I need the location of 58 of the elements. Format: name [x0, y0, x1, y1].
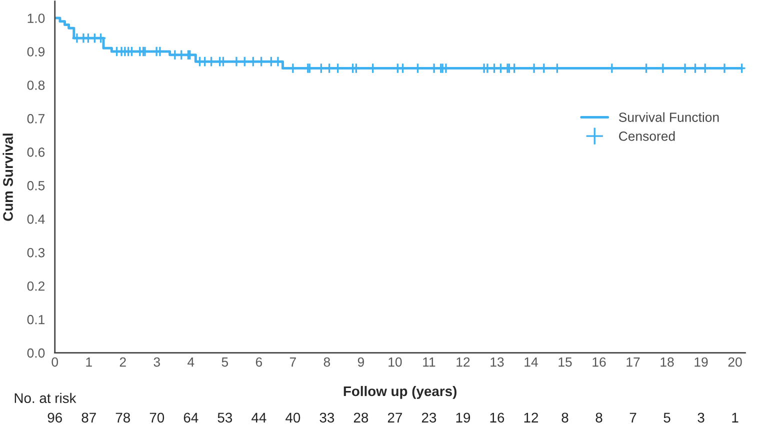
text: 19 — [456, 412, 470, 423]
x-tick-label: 17 — [626, 357, 640, 367]
x-tick-label: 10 — [388, 357, 402, 367]
text: 78 — [116, 412, 130, 423]
text: 53 — [218, 412, 232, 423]
y-tick-label: 0.5 — [27, 181, 45, 190]
y-tick-label: 0.9 — [27, 47, 45, 56]
text: 23 — [422, 412, 436, 423]
y-axis-title: Cum Survival — [2, 134, 13, 221]
text: 7 — [630, 412, 636, 422]
x-tick-label: 19 — [694, 357, 708, 367]
text: 70 — [150, 412, 164, 423]
y-tick-label: 0.0 — [27, 348, 45, 358]
text: 44 — [252, 412, 266, 422]
text: 5 — [664, 412, 670, 423]
x-tick-label: 0 — [52, 357, 58, 367]
text: 8 — [596, 412, 602, 423]
y-tick-label: 0.7 — [27, 114, 44, 124]
text: 27 — [388, 412, 402, 422]
text: 12 — [524, 412, 538, 422]
text: 87 — [82, 412, 96, 423]
text: 40 — [286, 412, 300, 423]
y-tick-label: 0.3 — [27, 248, 45, 258]
x-tick-label: 18 — [660, 357, 674, 367]
text: 96 — [48, 412, 62, 423]
legend-label: Survival Function — [618, 112, 719, 122]
y-tick-label: 1.0 — [28, 14, 45, 23]
x-tick-label: 6 — [256, 357, 262, 367]
y-tick-label: 0.2 — [27, 281, 44, 291]
x-tick-label: 20 — [728, 357, 742, 367]
x-tick-label: 12 — [456, 357, 470, 367]
x-tick-label: 3 — [154, 357, 160, 367]
text: 16 — [490, 412, 504, 423]
x-tick-label: 11 — [423, 357, 436, 367]
x-axis-title: Follow up (years) — [344, 386, 456, 399]
x-tick-label: 4 — [188, 357, 194, 367]
y-tick-label: 0.8 — [27, 80, 45, 90]
x-tick-label: 9 — [358, 357, 364, 367]
text: 33 — [320, 412, 334, 423]
x-tick-label: 2 — [120, 357, 126, 367]
x-tick-label: 1 — [86, 357, 92, 367]
text: No. at risk — [14, 392, 76, 404]
x-tick-label: 16 — [592, 357, 606, 367]
text: 28 — [354, 412, 368, 423]
x-tick-label: 15 — [558, 357, 572, 367]
legend-label: Censored — [619, 131, 675, 141]
text: 3 — [698, 412, 704, 423]
text: 8 — [562, 412, 568, 423]
text: 64 — [184, 412, 198, 423]
y-tick-label: 0.6 — [27, 148, 45, 157]
x-tick-label: 5 — [222, 357, 228, 367]
y-tick-label: 0.4 — [27, 214, 45, 224]
x-tick-label: 14 — [524, 357, 538, 367]
x-tick-label: 7 — [290, 357, 296, 367]
x-tick-label: 13 — [490, 357, 504, 367]
x-tick-label: 8 — [324, 357, 330, 367]
y-tick-label: 0.1 — [27, 314, 44, 324]
text: 1 — [732, 412, 738, 422]
